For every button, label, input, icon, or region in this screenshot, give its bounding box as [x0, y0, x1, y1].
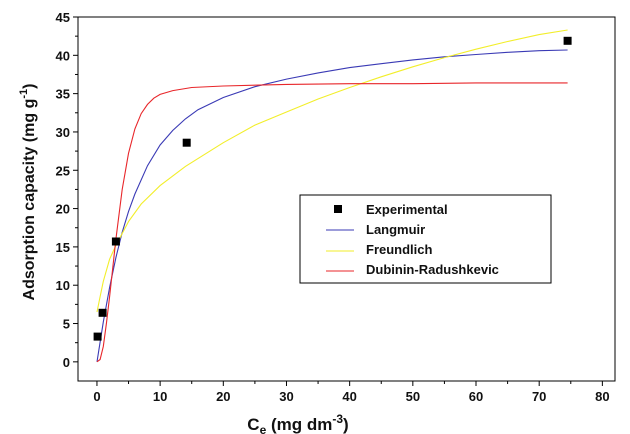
- x-axis-title-main: C: [247, 415, 259, 434]
- y-tick-label: 20: [56, 202, 70, 217]
- series-line-dubinin-radushkevic: [96, 82, 568, 363]
- x-tick-label: 30: [279, 389, 293, 404]
- legend: Experimental Langmuir Freundlich Dubinin…: [299, 194, 552, 284]
- series-line-freundlich: [96, 29, 568, 313]
- legend-label-dubinin: Dubinin-Radushkevic: [366, 262, 499, 277]
- y-tick-label: 0: [63, 355, 70, 370]
- y-axis-title-main: Adsorption capacity (mg g: [21, 99, 38, 301]
- x-axis-title-close: ): [343, 415, 349, 434]
- legend-label-langmuir: Langmuir: [366, 222, 425, 237]
- x-tick-label: 0: [93, 389, 100, 404]
- data-point-experimental: [563, 36, 572, 45]
- x-axis-title: Ce (mg dm-3): [247, 412, 348, 434]
- curve-layer: [96, 29, 568, 363]
- x-axis-title-sub: e: [260, 423, 267, 434]
- data-point-experimental: [98, 308, 107, 317]
- legend-label-freundlich: Freundlich: [366, 242, 433, 257]
- legend-label-experimental: Experimental: [366, 202, 448, 217]
- point-layer: [93, 36, 572, 341]
- plot-frame: [77, 16, 616, 382]
- y-tick-label: 35: [56, 87, 70, 102]
- legend-marker-experimental: [334, 205, 342, 213]
- x-tick-label: 60: [469, 389, 483, 404]
- x-axis-title-rest: (mg dm: [266, 415, 332, 434]
- axes-layer: 0 10 20 30 40 50 60 70 80 0 5 10 15 20 25 30 35 40 45: [56, 10, 616, 404]
- data-point-experimental: [93, 332, 102, 341]
- x-tick-label: 80: [595, 389, 609, 404]
- x-tick-label: 20: [216, 389, 230, 404]
- y-tick-label: 30: [56, 125, 70, 140]
- x-tick-label: 10: [153, 389, 167, 404]
- y-axis-title-close: ): [21, 84, 38, 89]
- y-tick-label: 40: [56, 48, 70, 63]
- y-tick-label: 15: [56, 240, 70, 255]
- data-point-experimental: [182, 138, 191, 147]
- y-tick-label: 45: [56, 10, 70, 25]
- y-tick-label: 10: [56, 278, 70, 293]
- data-point-experimental: [111, 237, 120, 246]
- y-tick-label: 5: [63, 317, 70, 332]
- y-axis-title-sup: -1: [18, 89, 30, 99]
- y-tick-label: 25: [56, 163, 70, 178]
- x-tick-label: 40: [342, 389, 356, 404]
- x-axis-title-sup: -3: [332, 412, 343, 426]
- y-axis-title: Adsorption capacity (mg g-1): [18, 84, 38, 301]
- x-tick-label: 70: [532, 389, 546, 404]
- x-tick-label: 50: [406, 389, 420, 404]
